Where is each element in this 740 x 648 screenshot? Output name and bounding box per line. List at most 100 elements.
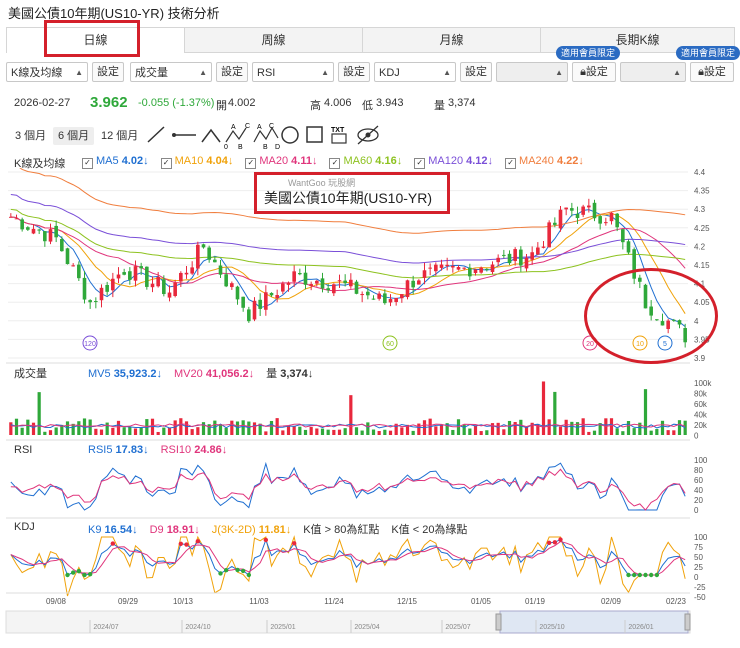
kdj-indicator-select[interactable]: KDJ ▲ xyxy=(374,62,456,82)
rect-tool-icon[interactable] xyxy=(306,126,323,143)
x-tick-label: 10/13 xyxy=(173,597,194,606)
x-tick-label: 02/09 xyxy=(601,597,622,606)
candle-body xyxy=(547,222,551,248)
candle-body xyxy=(184,272,189,275)
volume-bar xyxy=(411,430,415,435)
range-12m-button[interactable]: 12 個月 xyxy=(101,130,139,142)
volume-bar xyxy=(405,424,410,435)
k-overbought-dot xyxy=(552,540,558,545)
volume-bar xyxy=(269,420,274,435)
vip-settings-button-1[interactable]: 🔒︎設定 xyxy=(572,62,616,82)
volume-bar xyxy=(541,381,546,435)
candle-body xyxy=(570,208,574,211)
volume-bar xyxy=(71,423,75,435)
axis-tick-label: 4.25 xyxy=(694,224,710,233)
tab-daily[interactable]: 日線 xyxy=(6,27,185,53)
range-6m-button[interactable]: 6 個月 xyxy=(53,127,95,145)
legend-checkbox[interactable]: ✓ xyxy=(329,158,341,169)
volume-settings-button[interactable]: 設定 xyxy=(216,62,248,82)
legend-checkbox[interactable]: ✓ xyxy=(414,158,426,169)
legend-checkbox[interactable]: ✓ xyxy=(505,158,517,169)
text-tool-icon[interactable]: TXT xyxy=(331,127,347,144)
legend-item: ✓ MA240 4.22↓ xyxy=(505,155,584,169)
candle-body xyxy=(201,244,206,248)
legend-label: RSI10 xyxy=(160,444,192,456)
ma-line xyxy=(10,208,686,279)
k-overbought-dot xyxy=(558,537,563,542)
abc-tool-icon[interactable]: 0 A B C xyxy=(224,123,250,150)
vip-indicator-select-1[interactable]: ▲ xyxy=(496,62,568,82)
x-tick-label: 09/29 xyxy=(118,597,139,606)
volume-bar xyxy=(14,418,19,435)
legend-value: 4.11 xyxy=(291,155,312,167)
vip-settings-button-2[interactable]: 🔒︎設定 xyxy=(690,62,734,82)
main-settings-button[interactable]: 設定 xyxy=(92,62,124,82)
ma-line xyxy=(10,212,686,314)
candle-body xyxy=(94,301,98,303)
volume-indicator-select[interactable]: 成交量 ▲ xyxy=(130,62,212,82)
axis-tick-label: 40k xyxy=(694,411,708,420)
ma-line xyxy=(19,168,686,234)
navigator-handle xyxy=(684,613,691,631)
candle-body xyxy=(332,284,336,294)
circle-tool-icon[interactable] xyxy=(281,126,299,144)
volume-bar xyxy=(507,420,512,435)
volume-bar xyxy=(473,425,478,435)
legend-value: 3,374 xyxy=(280,368,308,380)
ray-tool-icon[interactable] xyxy=(172,133,196,137)
arrow-down-icon: ↓ xyxy=(143,155,149,167)
volume-bar xyxy=(570,421,574,435)
candle-body xyxy=(218,265,223,275)
line-tool-icon[interactable] xyxy=(144,124,168,146)
angle-tool-icon[interactable] xyxy=(201,128,221,143)
x-axis: 09/08 09/29 10/13 11/03 11/24 12/15 01/05 01/19… xyxy=(6,592,690,606)
x-tick-label: 01/05 xyxy=(471,597,492,606)
legend-label: MA60 xyxy=(343,155,373,167)
vip-indicator-select-2[interactable]: ▲ xyxy=(620,62,686,82)
candle-body xyxy=(371,298,376,300)
volume-bar xyxy=(462,424,466,435)
axis-tick-label: 20 xyxy=(694,496,703,505)
k-oversold-dot xyxy=(240,568,246,574)
candle-body xyxy=(394,297,398,303)
volume-bar xyxy=(252,422,257,435)
rsi-indicator-value: RSI xyxy=(257,67,276,79)
k-oversold-dot xyxy=(654,572,660,578)
range-navigator[interactable]: 2024/07 2024/10 2025/01 2025/04 2025/07 2025/… xyxy=(5,610,691,634)
rsi-legend-items: RSI5 17.83↓ RSI10 24.86↓ xyxy=(88,444,239,456)
volume-bar xyxy=(360,430,364,435)
legend-item: D9 18.91↓ xyxy=(150,524,200,536)
candles xyxy=(9,198,687,348)
main-indicator-select[interactable]: K線及均線 ▲ xyxy=(6,62,88,82)
hide-tool-icon[interactable] xyxy=(357,125,379,145)
tab-monthly[interactable]: 月線 xyxy=(362,27,541,52)
rsi-settings-button[interactable]: 設定 xyxy=(338,62,370,82)
legend-item: ✓ MA120 4.12↓ xyxy=(414,155,493,169)
abcd-tool-icon[interactable]: A B C D xyxy=(253,123,280,150)
drawing-toolbar: 0 A B C A B C D TXT xyxy=(144,123,379,150)
volume-bar xyxy=(343,428,347,435)
main-legend-title: K線及均線 xyxy=(14,158,66,170)
candle-body xyxy=(519,249,523,266)
range-3m-button[interactable]: 3 個月 xyxy=(15,130,47,142)
candle-body xyxy=(145,266,149,287)
tab-weekly[interactable]: 周線 xyxy=(184,27,363,52)
candle-body xyxy=(128,271,132,280)
volume-bar xyxy=(672,430,676,435)
navigator-label: 2025/07 xyxy=(445,624,470,631)
volume-bar xyxy=(326,429,330,435)
candle-body xyxy=(213,259,217,263)
kdj-settings-button[interactable]: 設定 xyxy=(460,62,492,82)
legend-checkbox[interactable]: ✓ xyxy=(160,158,172,169)
rsi-indicator-select[interactable]: RSI ▲ xyxy=(252,62,334,82)
tab-daily-label: 日線 xyxy=(83,33,108,47)
quote-high-label: 高 xyxy=(310,100,321,112)
axis-tick-label: 25 xyxy=(694,563,703,572)
settings-label: 設定 xyxy=(465,66,487,78)
legend-checkbox[interactable]: ✓ xyxy=(82,158,93,169)
legend-checkbox[interactable]: ✓ xyxy=(245,158,257,169)
volume-bar xyxy=(128,426,132,435)
candle-body xyxy=(541,246,546,248)
